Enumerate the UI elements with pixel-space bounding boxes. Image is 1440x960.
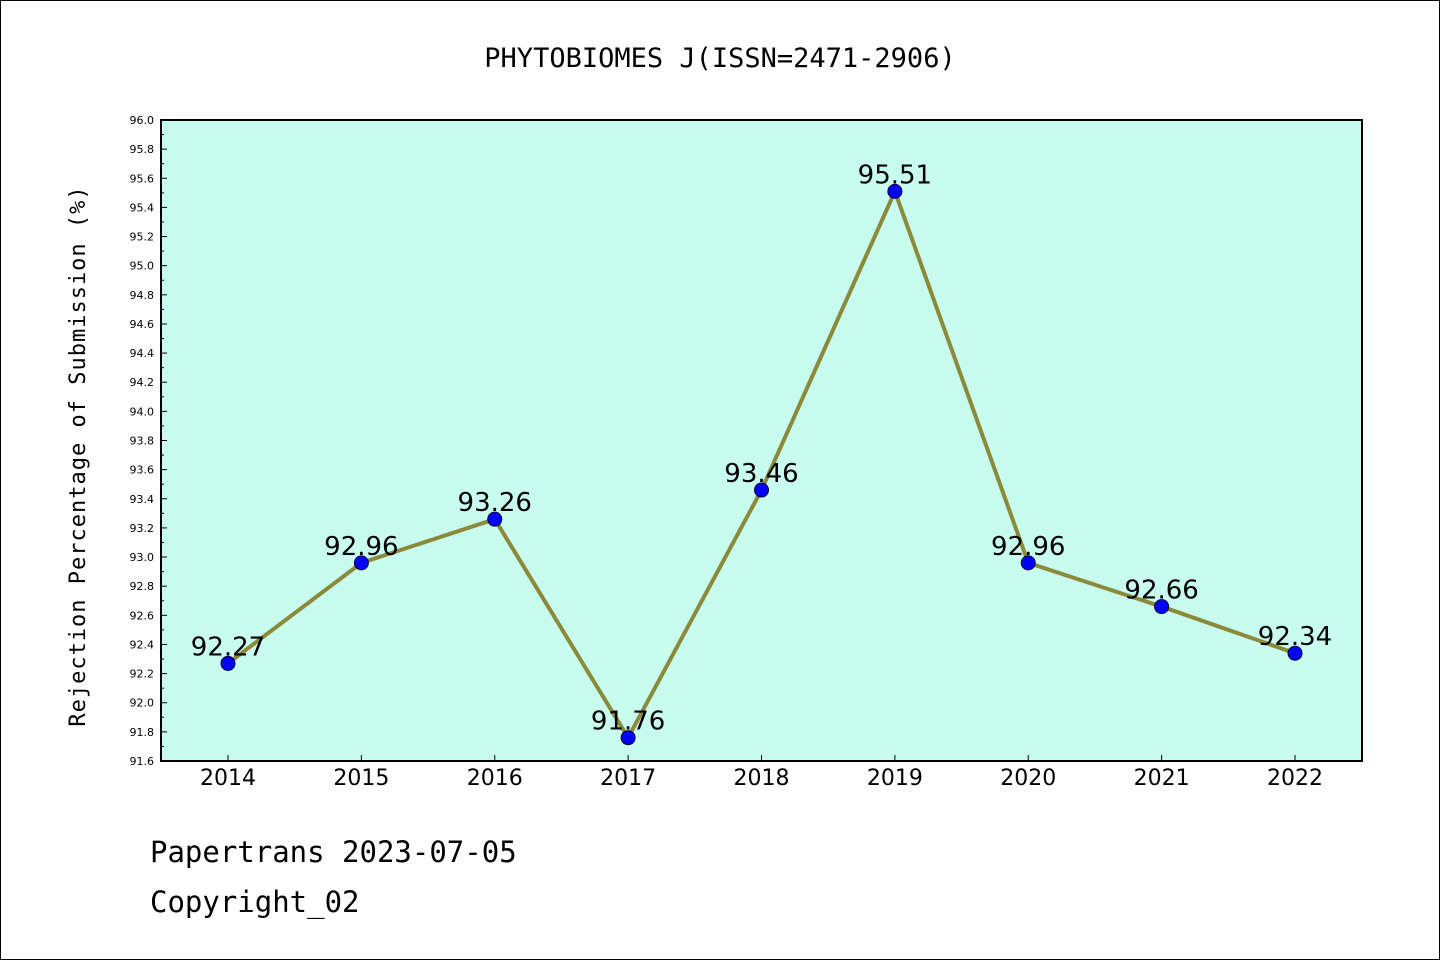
plot-frame [160,119,1363,762]
x-tick-label: 2017 [600,766,656,791]
data-label: 92.34 [1258,622,1332,652]
data-point [1287,645,1303,661]
y-tick-label: 92.2 [130,668,155,681]
data-point [887,183,903,199]
y-tick-label: 91.6 [130,755,155,768]
data-label: 92.27 [191,632,265,662]
y-axis: 91.6 91.8 92.0 92.2 92.4 92.6 92.8 93.0 93.2 93.4… [130,114,167,768]
plot-area [161,120,1362,761]
x-tick-label: 2019 [867,766,923,791]
y-tick-label: 94.6 [130,318,155,331]
x-tick-label: 2022 [1267,766,1323,791]
y-tick-label: 94.2 [130,376,155,389]
x-tick-label: 2021 [1134,766,1190,791]
y-tick-label: 92.0 [130,697,155,710]
y-tick-label: 93.8 [130,435,155,448]
footer-source: Papertrans 2023-07-05 [150,835,517,869]
y-tick-label: 95.4 [130,201,155,214]
x-tick-label: 2020 [1000,766,1056,791]
y-tick-label: 91.8 [130,726,155,739]
data-label: 93.26 [458,488,532,518]
y-tick-label: 92.8 [130,580,155,593]
data-point [487,511,503,527]
y-tick-label: 95.2 [130,231,155,244]
data-point [754,482,769,498]
y-tick-label: 94.8 [130,289,155,302]
y-tick-label: 92.6 [130,609,155,622]
data-point [1154,599,1170,615]
y-tick-label: 94.4 [130,347,155,360]
x-tick-label: 2018 [734,766,790,791]
data-point [1020,555,1036,571]
y-tick-label: 96.0 [130,114,155,127]
y-tick-label: 95.0 [130,260,155,273]
y-tick-label: 93.6 [130,464,155,477]
data-point [620,730,636,746]
y-tick-label: 95.6 [130,172,155,185]
x-tick-label: 2015 [333,766,389,791]
footer-copyright: Copyright_02 [150,885,360,919]
x-tick-label: 2014 [200,766,256,791]
data-point [353,555,369,571]
chart-title: PHYTOBIOMES J(ISSN=2471-2906) [484,43,955,74]
y-axis-label: Rejection Percentage of Submission (%) [66,185,91,726]
y-tick-label: 92.4 [130,638,155,651]
y-tick-label: 94.0 [130,405,155,418]
x-axis: 2014 2015 2016 2017 2018 2019 2020 2021 2022 [200,755,1323,791]
data-label: 93.46 [724,459,798,489]
y-tick-label: 93.0 [130,551,155,564]
data-label-group: 92.27 92.96 93.26 91.76 93.46 95.51 92.96 92.66… [191,160,1332,736]
series-line-group [220,183,1303,746]
data-label: 92.96 [324,532,398,562]
x-tick-label: 2016 [467,766,523,791]
data-label: 91.76 [591,707,665,737]
data-label: 92.66 [1124,576,1198,606]
y-tick-label: 93.4 [130,493,155,506]
data-label: 95.51 [858,160,932,190]
data-label: 92.96 [991,532,1065,562]
y-tick-label: 93.2 [130,522,155,535]
y-tick-label: 95.8 [130,143,155,156]
data-point [220,655,236,671]
